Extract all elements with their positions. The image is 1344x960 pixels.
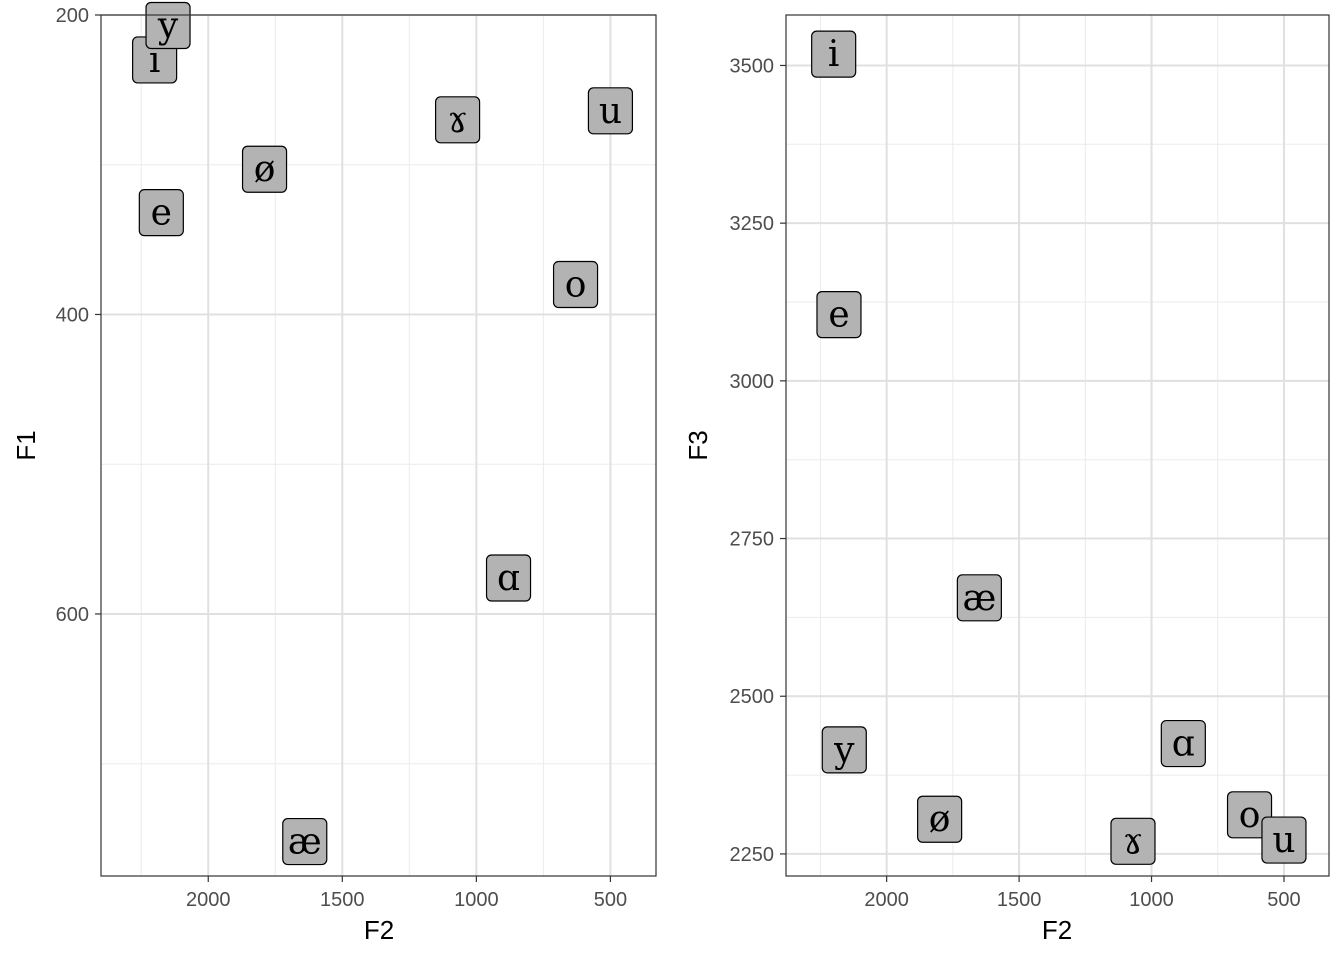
vowel-label-box	[816, 291, 862, 339]
vowel-label: y	[157, 5, 179, 46]
x-tick-label: 500	[594, 889, 627, 911]
y-axis-title: F1	[11, 430, 41, 460]
vowel-point: ɑ	[1160, 719, 1206, 768]
vowel-label-box	[917, 795, 963, 843]
vowel-point: o	[1226, 791, 1273, 839]
y-tick-label: 400	[56, 304, 89, 326]
x-tick-label: 500	[1267, 889, 1300, 911]
vowel-label-box	[821, 726, 867, 774]
vowel-label-box	[485, 554, 532, 602]
vowel-label-box	[1226, 791, 1273, 839]
vowel-label-box	[1261, 816, 1307, 864]
vowel-label-box	[138, 189, 184, 237]
vowel-label-box	[552, 260, 599, 309]
y-tick-label: 2250	[730, 844, 775, 866]
vowel-label-box	[811, 30, 857, 78]
vowel-label: i	[828, 34, 840, 75]
vowel-label: e	[828, 295, 849, 336]
vowel-label: u	[1272, 820, 1295, 861]
vowel-label: æ	[962, 578, 996, 619]
vowel-label-box	[282, 817, 328, 866]
y-tick-label: 2500	[730, 686, 775, 708]
f1-f2-scatter-panel: iy e ø ɤ u o ɑ æ 2000 1500 1000 500 200 400 600 F2 F1	[11, 1, 657, 945]
vowel-label: ɑ	[1172, 724, 1195, 765]
vowel-label-box	[956, 574, 1002, 622]
vowel-point: y	[821, 726, 867, 774]
y-tick-label: 600	[56, 604, 89, 626]
vowel-label: i	[149, 40, 161, 81]
vowel-label-box	[1110, 817, 1156, 865]
vowel-label-box	[587, 87, 634, 135]
panel-border	[100, 14, 657, 877]
vowel-point: i	[811, 30, 857, 78]
vowel-label-box	[241, 145, 288, 193]
panel-border	[785, 14, 1330, 877]
vowel-point: ɤ	[1110, 817, 1156, 865]
x-tick-label: 1500	[997, 889, 1042, 911]
vowel-label-box	[145, 1, 191, 50]
vowel-point: e	[816, 291, 862, 339]
vowel-label: y	[833, 730, 855, 771]
vowel-point: ɤ	[434, 96, 481, 144]
vowel-label: æ	[288, 822, 322, 863]
x-tick-label: 2000	[864, 889, 909, 911]
vowel-point: ø	[917, 795, 963, 843]
vowel-point: e	[138, 189, 184, 237]
vowel-point: ø	[241, 145, 288, 193]
y-tick-label: 3250	[730, 213, 775, 235]
x-tick-label: 1000	[454, 889, 499, 911]
vowel-point: u	[587, 87, 634, 135]
y-tick-label: 3500	[730, 55, 775, 77]
vowel-point: y	[145, 1, 191, 50]
y-tick-label: 2750	[730, 529, 775, 551]
vowel-point: æ	[956, 574, 1002, 622]
vowel-label: ɤ	[1123, 821, 1143, 862]
vowel-label-box	[1160, 719, 1206, 768]
vowel-point: u	[1261, 816, 1307, 864]
vowel-label: ɤ	[447, 100, 467, 141]
vowel-label: u	[599, 91, 622, 132]
vowel-point: æ	[282, 817, 328, 866]
vowel-label: ɑ	[497, 558, 520, 599]
vowel-label: o	[1239, 795, 1261, 836]
f3-f2-scatter-panel: i e æ y ø ɑ ɤ ou 2000 1500 1000 500 2250 2500 2750 3000…	[683, 14, 1330, 945]
vowel-label: o	[565, 265, 587, 306]
vowel-label: ø	[254, 149, 276, 190]
x-axis-title: F2	[1042, 915, 1072, 945]
x-axis-title: F2	[364, 915, 394, 945]
x-tick-label: 1000	[1129, 889, 1174, 911]
vowel-point: ɑ	[485, 554, 532, 602]
y-axis-title: F3	[683, 430, 713, 460]
x-tick-label: 2000	[186, 889, 231, 911]
x-tick-label: 1500	[320, 889, 365, 911]
y-tick-label: 3000	[730, 371, 775, 393]
vowel-point: o	[552, 260, 599, 309]
y-tick-label: 200	[56, 5, 89, 27]
vowel-label: ø	[929, 799, 951, 840]
vowel-label-box	[434, 96, 481, 144]
vowel-label: e	[151, 193, 172, 234]
